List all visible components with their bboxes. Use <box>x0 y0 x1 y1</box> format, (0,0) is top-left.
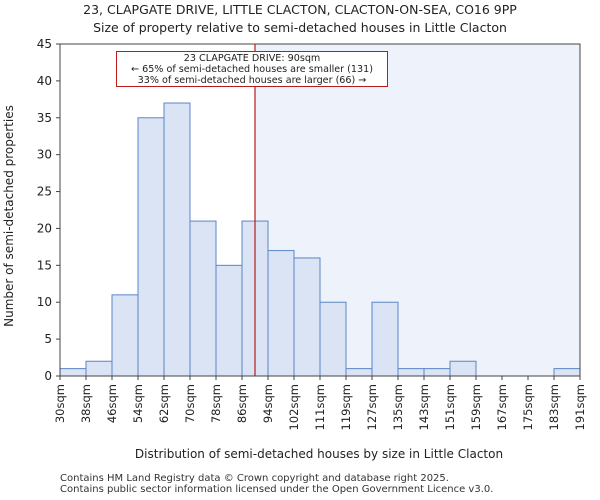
x-tick-label: 54sqm <box>131 384 145 423</box>
x-tick-label: 135sqm <box>391 384 405 430</box>
x-tick-label: 175sqm <box>521 384 535 430</box>
x-tick-label: 143sqm <box>417 384 431 430</box>
chart-title-line1: 23, CLAPGATE DRIVE, LITTLE CLACTON, CLAC… <box>83 2 517 17</box>
bar-127sqm <box>371 301 399 377</box>
bar-54sqm <box>137 117 165 377</box>
bar-46sqm <box>111 294 139 377</box>
bar-119sqm <box>345 368 373 377</box>
bar-38sqm <box>85 360 113 377</box>
property-annotation-box: 23 CLAPGATE DRIVE: 90sqm ← 65% of semi-d… <box>116 51 388 87</box>
bar-143sqm <box>423 368 451 377</box>
x-tick-label: 78sqm <box>209 384 223 423</box>
y-tick-label: 20 <box>37 221 52 235</box>
y-tick-label: 30 <box>37 148 52 162</box>
y-tick-label: 10 <box>37 295 52 309</box>
bar-102sqm <box>293 257 321 377</box>
x-tick-label: 62sqm <box>157 384 171 423</box>
footer-copyright: Contains HM Land Registry data © Crown c… <box>60 473 449 484</box>
bar-62sqm <box>163 102 191 377</box>
y-tick-label: 45 <box>37 37 52 51</box>
y-tick-label: 15 <box>37 258 52 272</box>
bar-135sqm <box>397 368 425 377</box>
x-tick-label: 183sqm <box>547 384 561 430</box>
y-axis-label: Number of semi-detached properties <box>2 105 16 327</box>
x-tick-label: 86sqm <box>235 384 249 423</box>
x-tick-label: 46sqm <box>105 384 119 423</box>
x-tick-label: 38sqm <box>79 384 93 423</box>
y-tick-label: 25 <box>37 185 52 199</box>
bar-30sqm <box>59 368 87 377</box>
annotation-line2: ← 65% of semi-detached houses are smalle… <box>131 64 373 75</box>
bar-94sqm <box>267 250 295 377</box>
footer-licence: Contains public sector information licen… <box>60 484 494 495</box>
bar-70sqm <box>189 220 217 377</box>
bar-151sqm <box>449 360 477 377</box>
histogram-chart: 0 5 10 15 20 25 30 35 40 45 30sqm 38sqm 46sqm 54sqm 62… <box>2 37 587 461</box>
x-tick-label: 127sqm <box>365 384 379 430</box>
bar-78sqm <box>215 264 243 377</box>
y-tick-label: 35 <box>37 111 52 125</box>
y-tick-label: 40 <box>37 74 52 88</box>
y-tick-label: 5 <box>44 332 52 346</box>
x-tick-label: 191sqm <box>573 384 587 430</box>
x-tick-label: 167sqm <box>495 384 509 430</box>
x-tick-label: 119sqm <box>339 384 353 430</box>
annotation-line3: 33% of semi-detached houses are larger (… <box>137 75 367 86</box>
x-tick-label: 111sqm <box>313 384 327 430</box>
x-tick-label: 159sqm <box>469 384 483 430</box>
x-tick-label: 30sqm <box>53 384 67 423</box>
x-tick-label: 102sqm <box>287 384 301 430</box>
bar-183sqm <box>553 368 581 377</box>
bar-111sqm <box>319 301 347 377</box>
x-tick-label: 151sqm <box>443 384 457 430</box>
annotation-line1: 23 CLAPGATE DRIVE: 90sqm <box>183 53 321 64</box>
chart-title-line2: Size of property relative to semi-detach… <box>93 20 507 35</box>
x-axis-label: Distribution of semi-detached houses by … <box>135 447 503 461</box>
x-tick-label: 94sqm <box>261 384 275 423</box>
x-tick-label: 70sqm <box>183 384 197 423</box>
y-tick-label: 0 <box>44 369 52 383</box>
